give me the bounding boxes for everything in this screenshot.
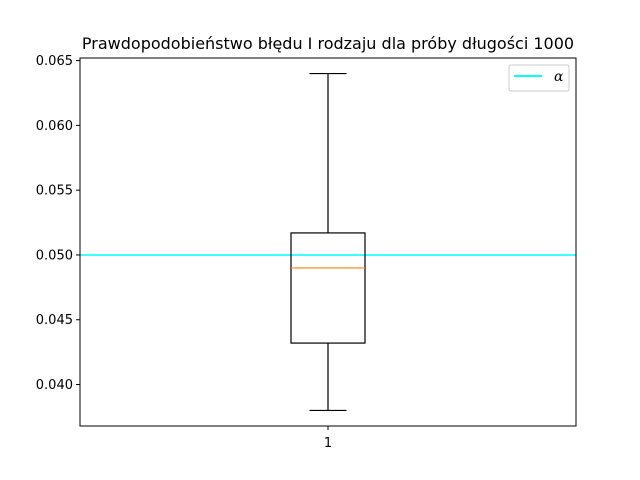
- y-tick-label: 0.050: [36, 248, 73, 263]
- legend-label-alpha: α: [554, 69, 564, 85]
- x-axis-ticks: 1: [324, 426, 332, 451]
- y-tick-label: 0.060: [36, 119, 73, 134]
- legend-frame: [508, 64, 570, 92]
- chart-title: Prawdopodobieństwo błędu I rodzaju dla p…: [82, 34, 574, 53]
- plot-area: 0.040 0.045 0.050 0.055 0.060 0.065 1: [36, 54, 577, 451]
- y-tick-label: 0.065: [36, 54, 73, 69]
- box-iqr: [290, 232, 366, 344]
- x-tick-label: 1: [324, 436, 332, 451]
- y-tick-label: 0.055: [36, 184, 73, 199]
- y-axis-ticks: 0.040 0.045 0.050 0.055 0.060 0.065: [36, 54, 80, 393]
- box-layer: [290, 72, 366, 412]
- y-tick-label: 0.045: [36, 313, 73, 328]
- y-tick-label: 0.040: [36, 378, 73, 393]
- legend: α: [508, 64, 570, 92]
